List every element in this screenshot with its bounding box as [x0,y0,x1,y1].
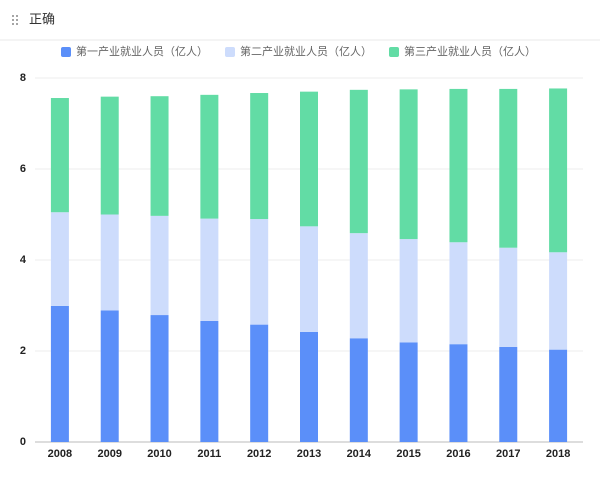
bar-segment [100,214,119,311]
bar-segment [200,320,219,442]
y-tick-label: 0 [20,436,26,448]
bar-segment [449,344,468,442]
bar-segment [50,305,69,442]
bar-segment [549,252,568,350]
bar-segment [349,338,368,442]
y-tick-label: 2 [20,345,26,357]
bar-segment [250,219,269,325]
bar-segment [50,212,69,306]
bar-segment [349,233,368,339]
y-tick-label: 6 [20,163,26,175]
x-tick-label: 2015 [396,448,420,460]
bar-segment [449,88,468,243]
x-tick-label: 2014 [347,448,372,460]
bar-segment [150,215,169,316]
bar-segment [300,331,318,442]
bar-segment [300,226,318,332]
x-tick-label: 2011 [197,448,221,460]
bar-segment [50,98,69,213]
bar-segment [499,346,518,442]
bar-segment [250,324,269,442]
bar-segment [100,310,119,442]
bar-segment [250,93,269,220]
y-tick-label: 8 [20,72,26,84]
bar-segment [399,89,418,240]
bar-segment [549,349,568,442]
x-tick-label: 2010 [147,448,171,460]
x-tick-label: 2009 [97,448,121,460]
bar-segment [349,89,368,234]
bar-segment [200,94,219,219]
legend-label: 第一产业就业人员（亿人） [76,44,208,58]
bar-segment [499,88,518,248]
bar-segment [150,96,169,216]
x-tick-label: 2017 [496,448,520,460]
y-tick-label: 4 [20,254,27,266]
x-tick-label: 2012 [247,448,271,460]
bar-segment [449,242,468,345]
bar-segment [300,91,318,227]
x-tick-label: 2018 [546,448,570,460]
bar-segment [399,342,418,442]
bar-segment [549,88,568,253]
x-tick-label: 2008 [48,448,72,460]
bar-segment [399,239,418,343]
x-tick-label: 2016 [446,448,470,460]
legend-label: 第三产业就业人员（亿人） [404,44,536,58]
bar-segment [150,315,169,442]
drag-handle [12,15,18,25]
x-tick-label: 2013 [297,448,321,460]
bar-segment [200,218,219,321]
legend-swatch [389,47,399,57]
bar-segment [100,96,119,215]
bar-segment [499,247,518,347]
header-title: 正确 [29,13,55,28]
legend-swatch [61,47,71,57]
legend-swatch [225,47,235,57]
legend-label: 第二产业就业人员（亿人） [240,44,372,58]
